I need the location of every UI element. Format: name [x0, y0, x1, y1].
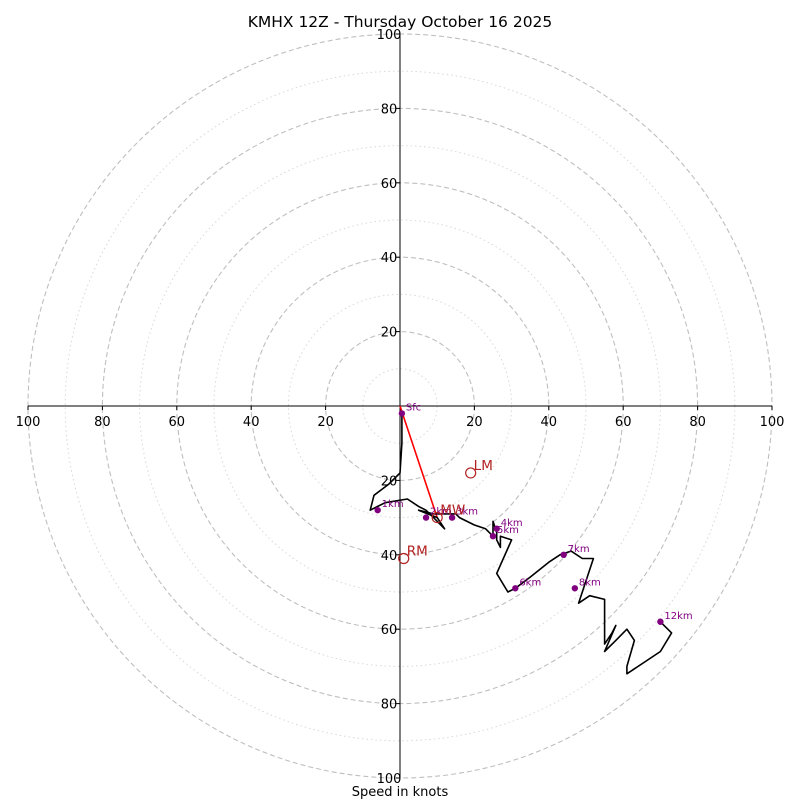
y-tick-label: 40	[381, 549, 398, 564]
height-label-12km: 12km	[664, 611, 692, 622]
storm-motion-label-rm: RM	[407, 544, 428, 560]
y-tick-label: 60	[381, 177, 398, 192]
x-tick-label: 40	[243, 415, 260, 430]
height-label-sfc: Sfc	[406, 402, 421, 413]
x-tick-label: 20	[466, 415, 483, 430]
storm-motion-rm	[398, 552, 410, 565]
height-marker-3km	[448, 514, 456, 521]
x-tick-label: 80	[94, 415, 111, 430]
x-tick-label: 60	[169, 415, 186, 430]
y-tick-label: 80	[381, 698, 398, 713]
height-marker-1km	[374, 506, 381, 514]
height-marker-6km	[512, 585, 519, 592]
x-tick-label: 60	[615, 415, 632, 430]
x-tick-label: 100	[16, 415, 41, 430]
y-tick-label: 60	[381, 623, 398, 638]
x-tick-label: 80	[689, 415, 706, 430]
storm-motion-label-lm: LM	[474, 458, 493, 474]
height-label-2km: 2km	[430, 507, 452, 518]
height-label-5km: 5km	[497, 525, 519, 536]
x-tick-label: 100	[760, 415, 785, 430]
y-tick-label: 100	[377, 28, 402, 43]
height-marker-12km	[657, 618, 664, 625]
tick-labels: 100 80 60 40 20 20 40 60 80 100 100 80 60 40 20 20 40 60 8…	[16, 28, 785, 787]
y-tick-label: 100	[377, 772, 402, 787]
y-tick-label: 20	[381, 474, 398, 489]
height-label-7km: 7km	[568, 544, 590, 555]
height-label-6km: 6km	[519, 577, 541, 588]
height-marker-sfc	[398, 410, 406, 417]
hodograph-trace	[369, 413, 673, 675]
height-marker-4km	[493, 525, 500, 532]
height-label-4km: 4km	[501, 518, 523, 529]
hodograph-trace-group	[369, 413, 673, 675]
storm-motion-markers: LM MW RM	[398, 458, 493, 565]
y-tick-label: 80	[381, 102, 398, 117]
storm-motion-lm	[465, 467, 477, 479]
shear-vector-group	[399, 405, 438, 518]
storm-motion-label-mw: MW	[440, 503, 465, 519]
storm-motion-mw	[431, 511, 443, 524]
x-tick-label: 40	[541, 415, 558, 430]
height-marker-8km	[571, 585, 579, 592]
height-label-1km: 1km	[382, 499, 404, 510]
height-marker-2km	[422, 514, 430, 521]
height-marker-7km	[560, 551, 567, 558]
chart-title: KMHX 12Z - Thursday October 16 2025	[248, 13, 553, 31]
shear-vector	[399, 405, 438, 518]
height-label-8km: 8km	[579, 577, 601, 588]
y-tick-label: 20	[381, 326, 398, 341]
x-tick-label: 20	[317, 415, 334, 430]
x-axis-label: Speed in knots	[352, 785, 449, 800]
y-tick-label: 40	[381, 251, 398, 266]
height-marker-5km	[489, 533, 497, 540]
height-label-3km: 3km	[456, 507, 478, 518]
